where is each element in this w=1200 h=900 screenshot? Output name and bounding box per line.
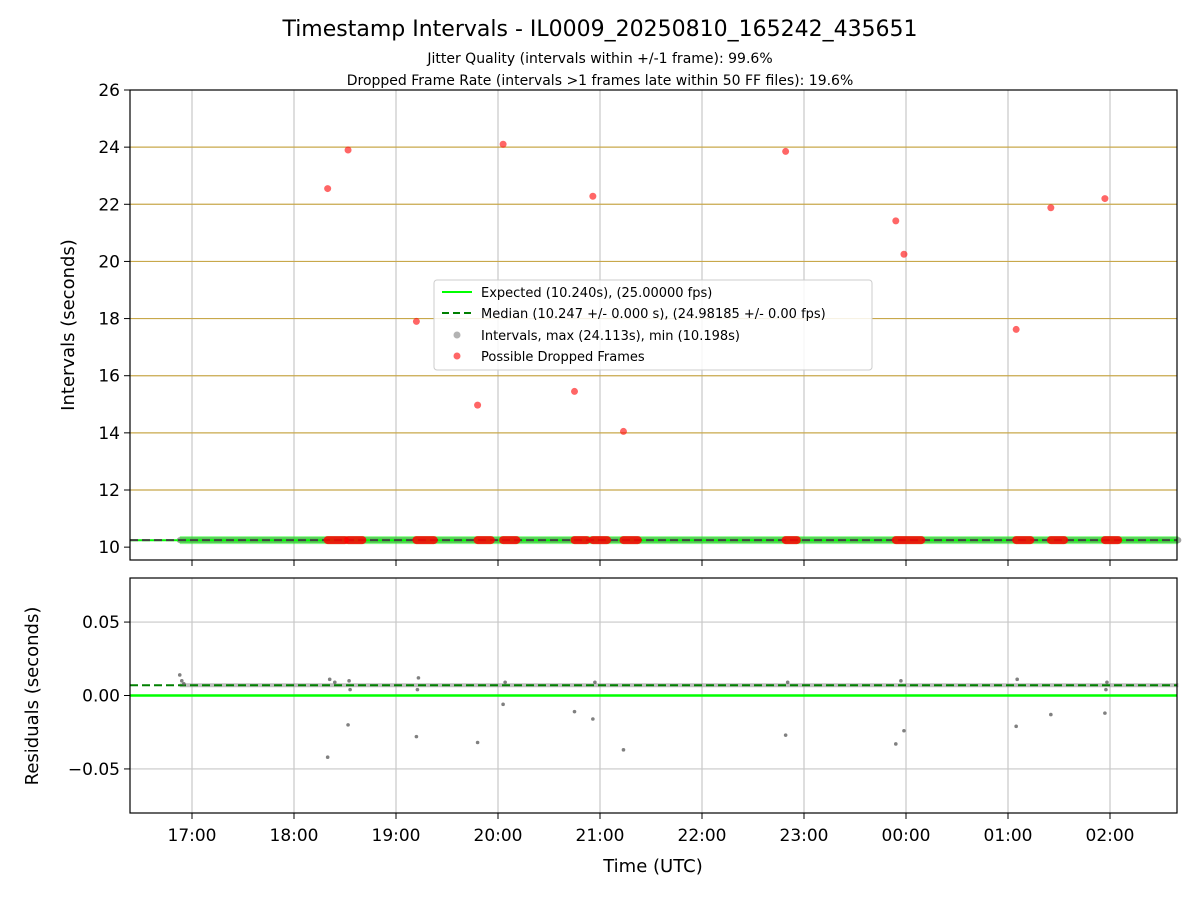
residual-point <box>1049 712 1053 717</box>
legend: Expected (10.240s), (25.00000 fps) Media… <box>433 279 873 371</box>
x-tick-label: 18:00 <box>270 826 319 846</box>
dropped-frame-point <box>1047 204 1055 212</box>
residual-point <box>593 680 597 685</box>
residual-point <box>347 679 351 683</box>
residual-point <box>346 723 350 727</box>
residual-point <box>475 740 480 745</box>
residual-point <box>1014 724 1018 729</box>
x-tick-label: 23:00 <box>780 826 829 846</box>
residual-point <box>177 673 182 677</box>
residuals-y-axis-label: Residuals (seconds) <box>22 607 43 786</box>
intervals-y-tick-label: 22 <box>98 195 120 215</box>
residual-point <box>327 677 332 682</box>
residual-point <box>416 676 421 680</box>
residual-point <box>1103 711 1107 715</box>
intervals-y-tick-label: 16 <box>98 367 120 387</box>
dropped-frame-point <box>900 250 908 258</box>
residual-point <box>783 733 788 737</box>
x-tick-label: 19:00 <box>372 826 421 846</box>
legend-box <box>433 279 873 371</box>
intervals-panel: 10 12 14 16 18 20 22 24 26 Intervals (seconds) E… <box>58 81 1182 566</box>
x-axis-label: Time (UTC) <box>602 856 703 877</box>
legend-expected-label: Expected (10.240s), (25.00000 fps) <box>481 286 712 301</box>
residual-point <box>591 717 595 721</box>
residuals-panel: 0.05 0.00 −0.05 17:00 18:00 19:00 20:00 21:00 2… <box>22 577 1179 877</box>
residual-point <box>325 755 330 759</box>
residual-point <box>501 702 505 707</box>
legend-dropped-swatch <box>453 352 461 360</box>
residual-point <box>333 680 337 685</box>
residual-point <box>899 679 903 683</box>
dropped-frame-point <box>782 147 790 155</box>
residual-point <box>503 680 507 685</box>
intervals-y-tick-label: 26 <box>98 81 120 101</box>
residual-point <box>785 680 790 685</box>
residual-point <box>182 681 186 686</box>
residual-point <box>1104 687 1108 692</box>
dropped-frame-point <box>474 401 482 409</box>
residual-point <box>180 679 184 683</box>
dropped-frame-point <box>324 185 332 193</box>
dropped-frame-point <box>1012 325 1020 333</box>
chart-subtitle-dropped: Dropped Frame Rate (intervals >1 frames … <box>347 73 854 89</box>
x-tick-label: 21:00 <box>576 826 625 846</box>
residuals-y-tick-label: 0.05 <box>82 613 120 633</box>
intervals-y-tick-label: 12 <box>98 481 120 501</box>
legend-median-label: Median (10.247 +/- 0.000 s), (24.98185 +… <box>481 307 826 322</box>
residual-point <box>348 687 352 692</box>
dropped-frame-point <box>571 387 578 395</box>
x-tick-label: 01:00 <box>984 826 1033 846</box>
residual-point <box>1015 677 1019 682</box>
residual-point <box>902 728 906 733</box>
dropped-frame-point <box>1101 195 1109 203</box>
chart-subtitle-jitter: Jitter Quality (intervals within +/-1 fr… <box>426 51 772 67</box>
residuals-y-tick-label: −0.05 <box>68 760 120 780</box>
intervals-plot-frame <box>129 89 1178 561</box>
residuals-y-tick-label: 0.00 <box>82 687 120 707</box>
residual-point <box>414 734 419 739</box>
legend-intervals-swatch <box>453 331 461 339</box>
intervals-y-tick-label: 24 <box>98 138 120 158</box>
intervals-y-tick-label: 14 <box>98 424 120 444</box>
residual-point <box>1105 680 1109 685</box>
x-tick-label: 20:00 <box>474 826 523 846</box>
x-tick-label: 22:00 <box>678 826 727 846</box>
intervals-y-tick-label: 10 <box>98 538 120 558</box>
chart-title: Timestamp Intervals - IL0009_20250810_16… <box>281 17 917 42</box>
x-tick-label: 02:00 <box>1086 826 1135 846</box>
residual-point <box>621 748 626 752</box>
legend-intervals-label: Intervals, max (24.113s), min (10.198s) <box>481 329 740 344</box>
residual-point <box>572 709 577 714</box>
x-tick-label: 00:00 <box>882 826 931 846</box>
legend-dropped-label: Possible Dropped Frames <box>481 350 645 365</box>
intervals-y-tick-label: 18 <box>98 310 120 330</box>
dropped-frame-point <box>412 317 420 325</box>
intervals-y-tick-label: 20 <box>98 252 120 272</box>
dropped-frame-point <box>892 217 900 225</box>
intervals-y-axis-label: Intervals (seconds) <box>58 239 79 411</box>
dropped-frame-point <box>344 146 352 154</box>
residual-point <box>894 742 898 746</box>
x-tick-label: 17:00 <box>168 826 217 846</box>
residual-point <box>415 687 420 692</box>
dropped-frame-point <box>619 427 627 435</box>
dropped-frame-point <box>589 192 597 200</box>
dropped-frame-point <box>499 140 507 148</box>
